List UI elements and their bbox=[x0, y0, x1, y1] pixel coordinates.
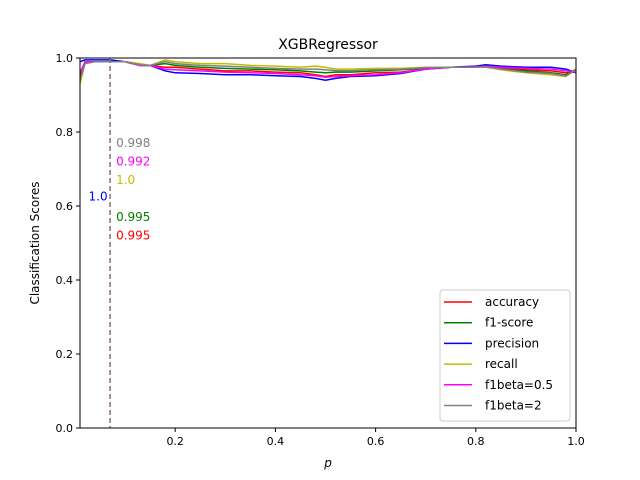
legend-label: f1beta=0.5 bbox=[485, 378, 553, 392]
annotation-label: 0.992 bbox=[116, 154, 150, 168]
legend-box bbox=[439, 289, 571, 422]
plot-frame bbox=[79, 57, 577, 429]
x-axis-label: p bbox=[323, 456, 332, 470]
y-tick-label: 0.8 bbox=[56, 126, 74, 139]
y-tick-label: 0.4 bbox=[56, 274, 74, 287]
plot-area bbox=[80, 58, 576, 428]
x-tick-label: 1.0 bbox=[567, 435, 585, 448]
y-tick-label: 0.2 bbox=[56, 348, 74, 361]
annotation-label: 1.0 bbox=[116, 173, 135, 187]
legend-label: f1beta=2 bbox=[485, 399, 542, 413]
legend-label: recall bbox=[485, 357, 518, 371]
x-tick-label: 0.2 bbox=[166, 435, 184, 448]
legend-label: accuracy bbox=[485, 295, 539, 309]
axis-ticks: 0.2 0.4 0.6 0.8 1.0 0.0 0.2 0.4 0.6 0.8 1.0 bbox=[56, 52, 585, 448]
y-axis-label: Classification Scores bbox=[28, 181, 42, 304]
legend: accuracy f1-score precision recall f1beta=0.… bbox=[439, 289, 571, 422]
y-tick-label: 1.0 bbox=[56, 52, 74, 65]
y-tick-label: 0.6 bbox=[56, 200, 74, 213]
annotation-label: 1.0 bbox=[89, 189, 108, 203]
x-tick-label: 0.6 bbox=[367, 435, 385, 448]
annotation-label: 0.998 bbox=[116, 136, 150, 150]
chart-title: XGBRegressor bbox=[278, 37, 378, 53]
annotation-label: 0.995 bbox=[116, 228, 150, 242]
x-tick-label: 0.4 bbox=[267, 435, 285, 448]
legend-label: precision bbox=[485, 336, 539, 350]
legend-label: f1-score bbox=[485, 316, 533, 330]
y-tick-label: 0.0 bbox=[56, 422, 74, 435]
x-tick-label: 0.8 bbox=[467, 435, 485, 448]
series-line-f1beta-2 bbox=[80, 60, 576, 81]
annotation-label: 0.995 bbox=[116, 210, 150, 224]
